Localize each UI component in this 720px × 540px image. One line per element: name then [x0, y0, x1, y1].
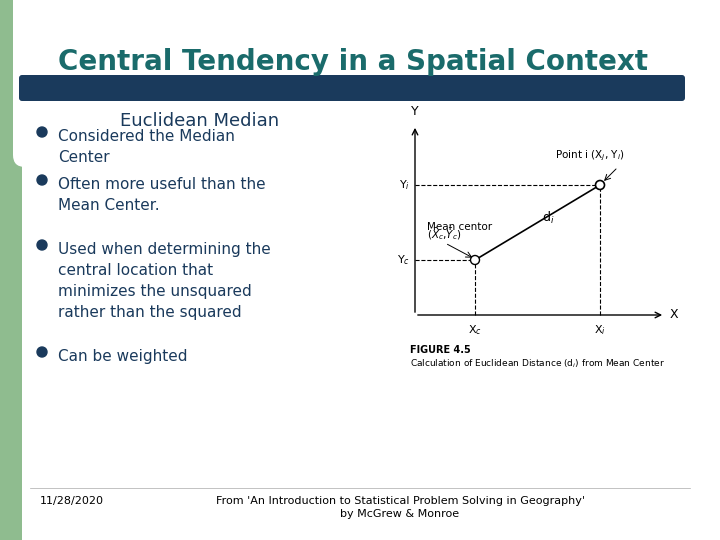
Text: Used when determining the
central location that
minimizes the unsquared
rather t: Used when determining the central locati…: [58, 242, 271, 320]
Text: Calculation of Euclidean Distance (d$_i$) from Mean Center: Calculation of Euclidean Distance (d$_i$…: [410, 358, 665, 370]
FancyBboxPatch shape: [19, 75, 685, 101]
Circle shape: [37, 175, 47, 185]
Bar: [0, 140, 22, 540]
Text: 11/28/2020: 11/28/2020: [40, 496, 104, 506]
Text: Y$_i$: Y$_i$: [399, 178, 410, 192]
Text: X$_i$: X$_i$: [594, 323, 606, 337]
Text: FIGURE 4.5: FIGURE 4.5: [410, 345, 471, 355]
Text: X: X: [670, 308, 679, 321]
Circle shape: [37, 347, 47, 357]
Circle shape: [37, 127, 47, 137]
Text: Often more useful than the
Mean Center.: Often more useful than the Mean Center.: [58, 177, 266, 213]
Circle shape: [595, 180, 605, 190]
Text: Central Tendency in a Spatial Context: Central Tendency in a Spatial Context: [58, 48, 648, 76]
Text: Can be weighted: Can be weighted: [58, 349, 187, 364]
Text: d$_i$: d$_i$: [542, 210, 555, 226]
Text: Y$_c$: Y$_c$: [397, 253, 410, 267]
Text: X$_c$: X$_c$: [468, 323, 482, 337]
Text: From 'An Introduction to Statistical Problem Solving in Geography'
by McGrew & M: From 'An Introduction to Statistical Pro…: [215, 496, 585, 519]
Circle shape: [470, 255, 480, 265]
Text: Considered the Median
Center: Considered the Median Center: [58, 129, 235, 165]
Text: Point i (X$_j$, Y$_i$): Point i (X$_j$, Y$_i$): [555, 148, 625, 163]
FancyBboxPatch shape: [13, 0, 237, 167]
Text: Euclidean Median: Euclidean Median: [120, 112, 279, 130]
Text: Mean centor: Mean centor: [427, 222, 492, 232]
Circle shape: [37, 240, 47, 250]
Text: ($\bar{X}_c$,$\bar{Y}_c$): ($\bar{X}_c$,$\bar{Y}_c$): [427, 226, 462, 242]
Bar: [0, 0, 200, 150]
Text: Y: Y: [411, 105, 419, 118]
